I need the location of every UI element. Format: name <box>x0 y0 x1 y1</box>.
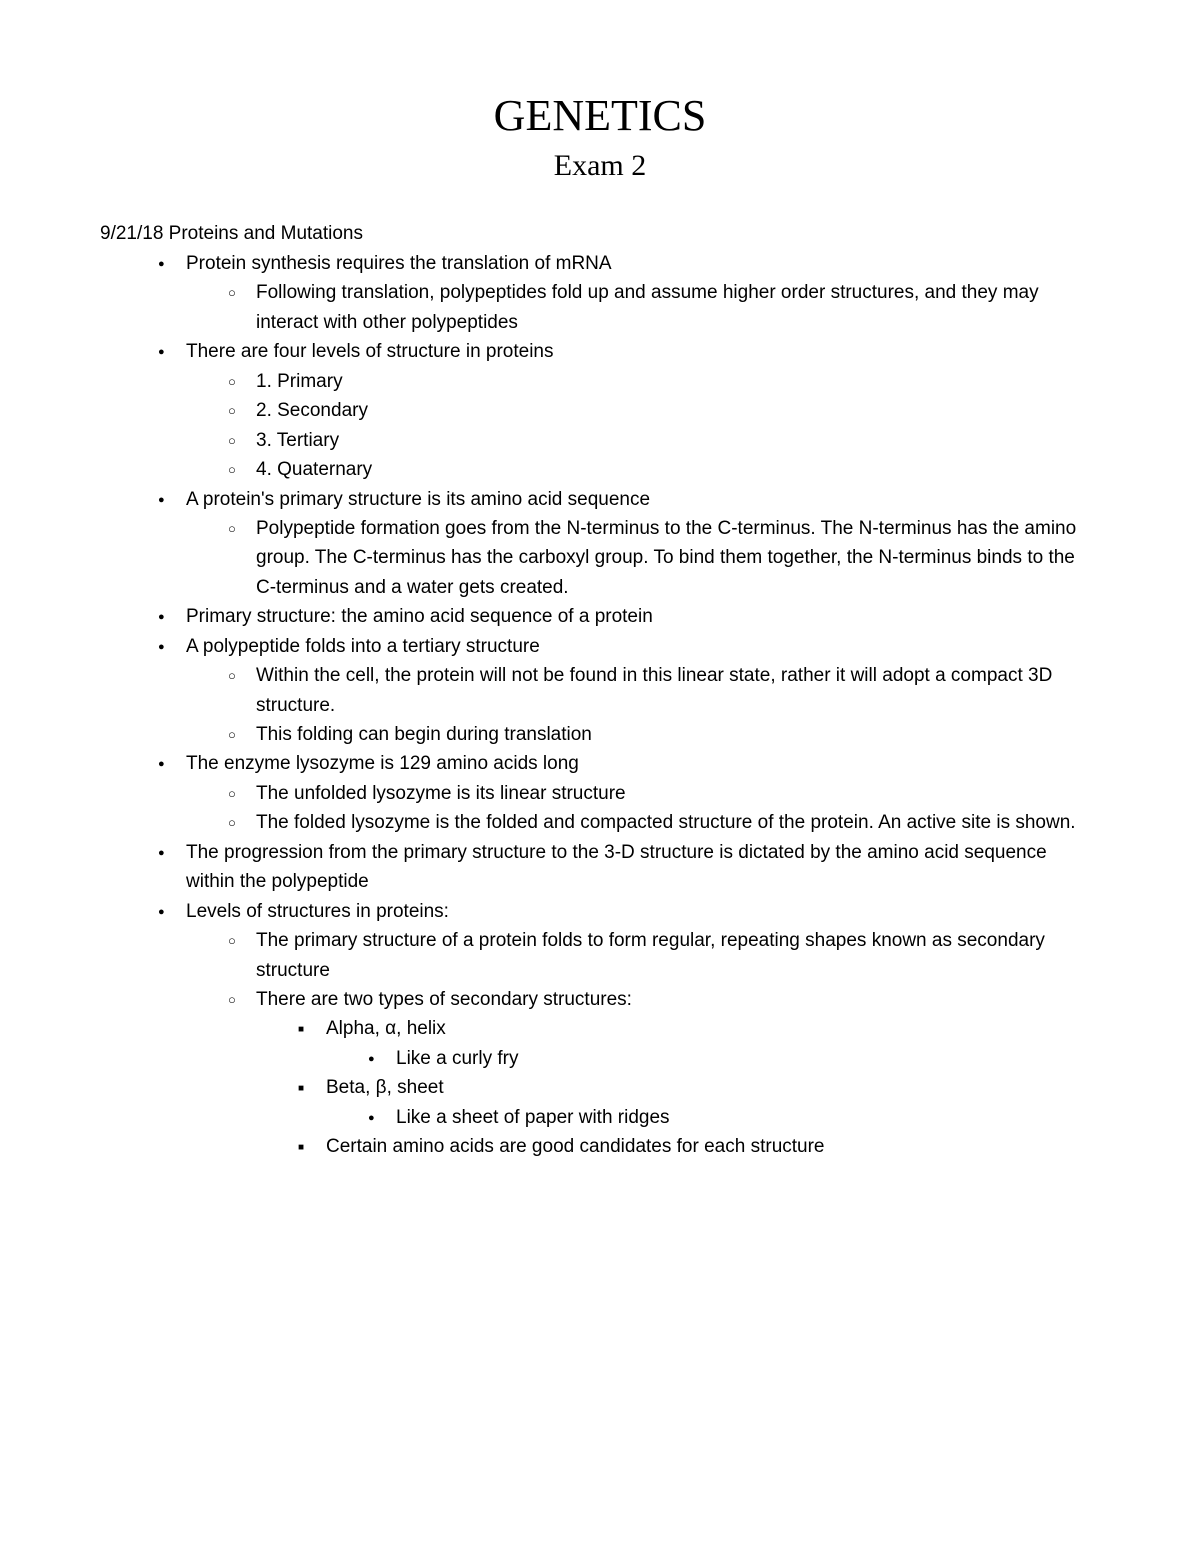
list-item: Like a sheet of paper with ridges <box>368 1103 1100 1132</box>
document-subtitle: Exam 2 <box>100 149 1100 183</box>
list-item: Following translation, polypeptides fold… <box>228 278 1100 337</box>
list-item-text: 1. Primary <box>256 371 343 392</box>
list-item-text: Polypeptide formation goes from the N-te… <box>256 518 1076 598</box>
date-heading: 9/21/18 Proteins and Mutations <box>100 223 1100 245</box>
list-item-text: There are two types of secondary structu… <box>256 989 632 1010</box>
list-item: 2. Secondary <box>228 396 1100 425</box>
sublist: Polypeptide formation goes from the N-te… <box>186 514 1100 602</box>
list-item: The progression from the primary structu… <box>158 838 1100 897</box>
list-item-text: The folded lysozyme is the folded and co… <box>256 812 1076 833</box>
list-item-text: Protein synthesis requires the translati… <box>186 253 612 274</box>
list-item: Certain amino acids are good candidates … <box>298 1132 1100 1161</box>
list-item: 3. Tertiary <box>228 426 1100 455</box>
list-item-text: The primary structure of a protein folds… <box>256 930 1045 980</box>
list-item-text: 2. Secondary <box>256 400 368 421</box>
list-item-text: There are four levels of structure in pr… <box>186 341 554 362</box>
sublist: The primary structure of a protein folds… <box>186 926 1100 1162</box>
list-item-text: Within the cell, the protein will not be… <box>256 665 1052 715</box>
list-item: Primary structure: the amino acid sequen… <box>158 602 1100 631</box>
list-item: 1. Primary <box>228 367 1100 396</box>
list-item: Protein synthesis requires the translati… <box>158 249 1100 337</box>
list-item: Beta, β, sheet Like a sheet of paper with… <box>298 1073 1100 1132</box>
list-item-text: Alpha, α, helix <box>326 1018 446 1039</box>
list-item: The enzyme lysozyme is 129 amino acids l… <box>158 749 1100 837</box>
list-item-text: A protein's primary structure is its ami… <box>186 489 650 510</box>
list-item: Alpha, α, helix Like a curly fry <box>298 1014 1100 1073</box>
list-item-text: Like a curly fry <box>396 1048 518 1069</box>
sublist: Like a curly fry <box>326 1044 1100 1073</box>
list-item-text: Beta, β, sheet <box>326 1077 444 1098</box>
sublist: The unfolded lysozyme is its linear stru… <box>186 779 1100 838</box>
outline-list: Protein synthesis requires the translati… <box>100 249 1100 1162</box>
list-item: The primary structure of a protein folds… <box>228 926 1100 985</box>
list-item-text: The unfolded lysozyme is its linear stru… <box>256 783 626 804</box>
list-item-text: The enzyme lysozyme is 129 amino acids l… <box>186 753 579 774</box>
list-item-text: Primary structure: the amino acid sequen… <box>186 606 653 627</box>
list-item-text: A polypeptide folds into a tertiary stru… <box>186 636 540 657</box>
list-item-text: Following translation, polypeptides fold… <box>256 282 1039 332</box>
list-item-text: Like a sheet of paper with ridges <box>396 1107 670 1128</box>
list-item: The unfolded lysozyme is its linear stru… <box>228 779 1100 808</box>
list-item: There are two types of secondary structu… <box>228 985 1100 1162</box>
sublist: Like a sheet of paper with ridges <box>326 1103 1100 1132</box>
sublist: Following translation, polypeptides fold… <box>186 278 1100 337</box>
list-item: This folding can begin during translatio… <box>228 720 1100 749</box>
list-item: Levels of structures in proteins: The pri… <box>158 897 1100 1162</box>
list-item-text: 3. Tertiary <box>256 430 339 451</box>
list-item: A protein's primary structure is its ami… <box>158 485 1100 603</box>
list-item-text: Levels of structures in proteins: <box>186 901 449 922</box>
sublist: 1. Primary 2. Secondary 3. Tertiary 4. Quat… <box>186 367 1100 485</box>
list-item-text: 4. Quaternary <box>256 459 372 480</box>
list-item: 4. Quaternary <box>228 455 1100 484</box>
list-item-text: This folding can begin during translatio… <box>256 724 592 745</box>
list-item-text: The progression from the primary structu… <box>186 842 1047 892</box>
list-item: A polypeptide folds into a tertiary stru… <box>158 632 1100 750</box>
list-item: There are four levels of structure in pr… <box>158 337 1100 484</box>
list-item: Within the cell, the protein will not be… <box>228 661 1100 720</box>
list-item: The folded lysozyme is the folded and co… <box>228 808 1100 837</box>
sublist: Within the cell, the protein will not be… <box>186 661 1100 749</box>
document-title: GENETICS <box>100 90 1100 141</box>
list-item: Polypeptide formation goes from the N-te… <box>228 514 1100 602</box>
list-item: Like a curly fry <box>368 1044 1100 1073</box>
sublist: Alpha, α, helix Like a curly fry Beta, β, … <box>256 1014 1100 1161</box>
list-item-text: Certain amino acids are good candidates … <box>326 1136 825 1157</box>
